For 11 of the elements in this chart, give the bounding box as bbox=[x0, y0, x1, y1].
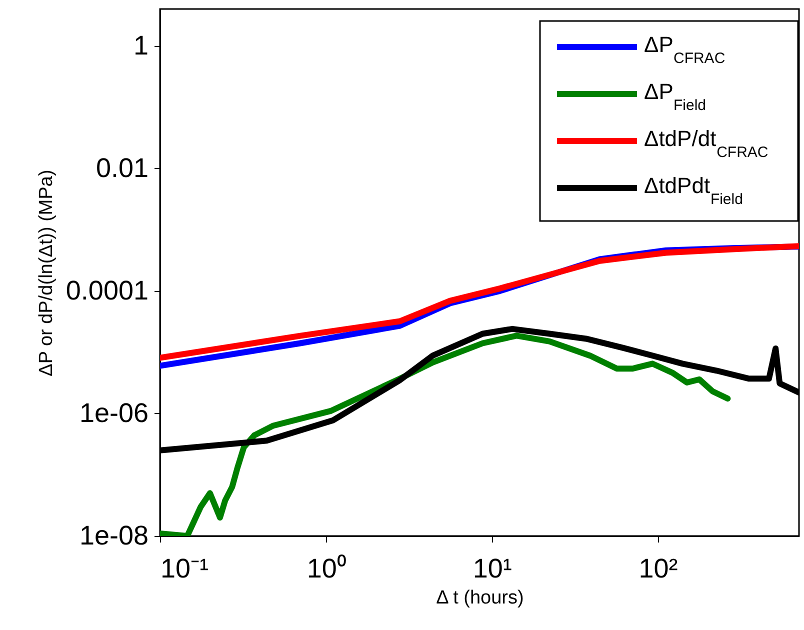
y-tick-label: 1e-06 bbox=[79, 398, 148, 428]
y-tick-label: 1e-08 bbox=[79, 520, 148, 550]
y-tick-label: 1 bbox=[133, 30, 148, 60]
x-axis-title: Δ t (hours) bbox=[436, 588, 524, 608]
x-tick-label: 10² bbox=[638, 554, 678, 584]
x-tick-label: 10¹ bbox=[472, 554, 512, 584]
x-tick-label: 10⁰ bbox=[306, 554, 346, 584]
x-tick-label: 10⁻¹ bbox=[160, 554, 209, 584]
y-axis-title: ΔP or dP/d(ln(Δt)) (MPa) bbox=[36, 170, 57, 376]
y-tick-label: 0.0001 bbox=[66, 275, 148, 306]
y-tick-label: 0.01 bbox=[96, 152, 148, 183]
